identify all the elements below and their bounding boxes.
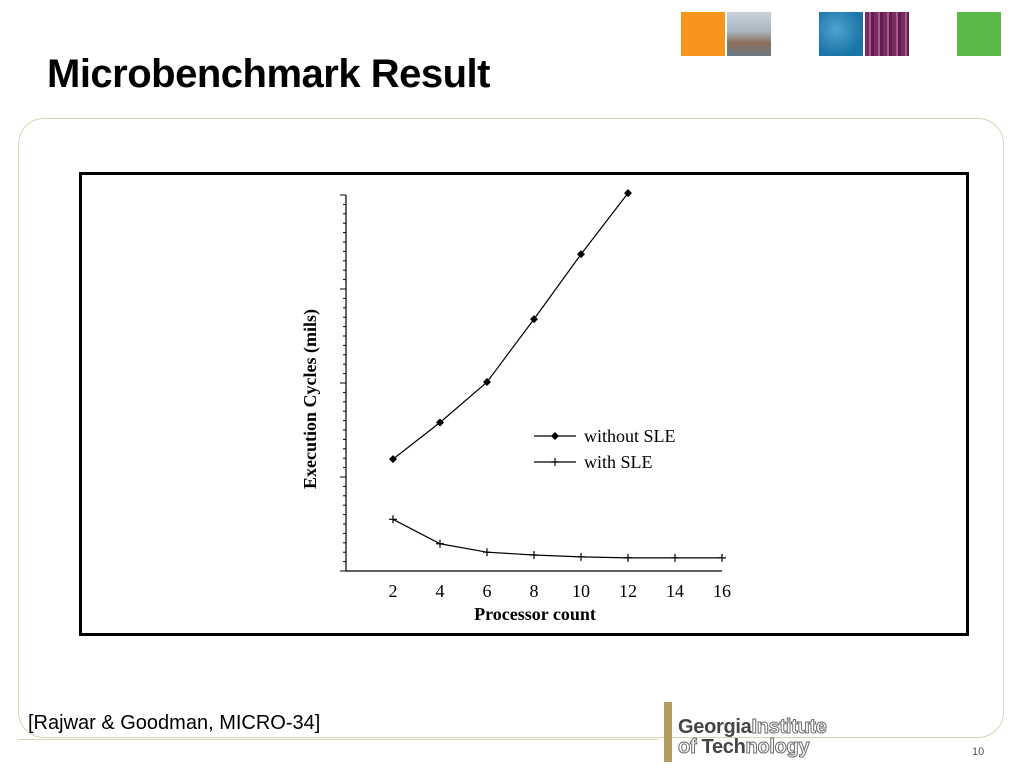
logo-of: of (678, 736, 702, 759)
y-axis-label: Execution Cycles (mils) (300, 309, 321, 489)
plus-marker (389, 515, 397, 524)
logo-tower-mark (664, 702, 672, 762)
x-tick-label: 4 (436, 581, 445, 601)
chart-axes: 2 4 6 8 10 12 14 16 (340, 194, 731, 601)
x-tick-label: 12 (619, 581, 637, 601)
bottom-rule (18, 739, 658, 740)
plus-marker (671, 553, 679, 562)
page-number: 10 (972, 746, 985, 758)
logo-line2: of Technology (678, 736, 811, 759)
diamond-marker (577, 250, 585, 259)
plus-marker (483, 548, 491, 557)
plus-marker (530, 551, 538, 560)
x-tick-label: 16 (713, 581, 731, 601)
campus-photo-swatch (727, 12, 771, 56)
chart-svg: 2 4 6 8 10 12 14 16 without SLE with SLE Process… (300, 189, 731, 624)
diamond-marker (530, 315, 538, 324)
x-tick-label: 6 (483, 581, 492, 601)
plus-marker (624, 553, 632, 562)
chart-series-layer (389, 189, 726, 562)
x-tick-label: 10 (572, 581, 590, 601)
x-tick-label: 14 (666, 581, 684, 601)
plus-marker (718, 553, 726, 562)
slide-title: Microbenchmark Result (47, 52, 490, 96)
logo-tech: Tech (701, 736, 746, 758)
diamond-marker (624, 189, 632, 198)
logo-line1: GeorgiaInstitute (678, 716, 827, 739)
series-line-without-sle (392, 192, 629, 460)
blue-swatch (819, 12, 863, 56)
orange-swatch (681, 12, 725, 56)
series-line-with-sle (392, 518, 722, 559)
plus-marker (577, 552, 585, 561)
chart-frame: 2 4 6 8 10 12 14 16 without SLE with SLE Process… (79, 172, 969, 636)
legend-label: with SLE (584, 452, 653, 472)
circuit-photo-swatch (865, 12, 909, 56)
green-swatch (957, 12, 1001, 56)
logo-nology: nology (745, 736, 810, 759)
diamond-marker (389, 455, 397, 464)
diamond-marker (551, 432, 559, 440)
x-axis-label: Processor count (474, 604, 596, 624)
content-frame (18, 118, 1004, 738)
chart-legend: without SLE with SLE (534, 426, 676, 472)
legend-label: without SLE (584, 426, 676, 446)
logo-georgia: Georgia (678, 716, 752, 738)
x-tick-label: 8 (530, 581, 539, 601)
plus-marker (551, 458, 559, 466)
x-tick-label: 2 (389, 581, 398, 601)
plus-marker (436, 539, 444, 548)
citation: [Rajwar & Goodman, MICRO-34] (28, 712, 321, 734)
diamond-marker (483, 378, 491, 387)
georgia-tech-logo: GeorgiaInstitute of Technology (662, 700, 874, 764)
logo-institute: Institute (751, 716, 827, 739)
diamond-marker (436, 418, 444, 427)
